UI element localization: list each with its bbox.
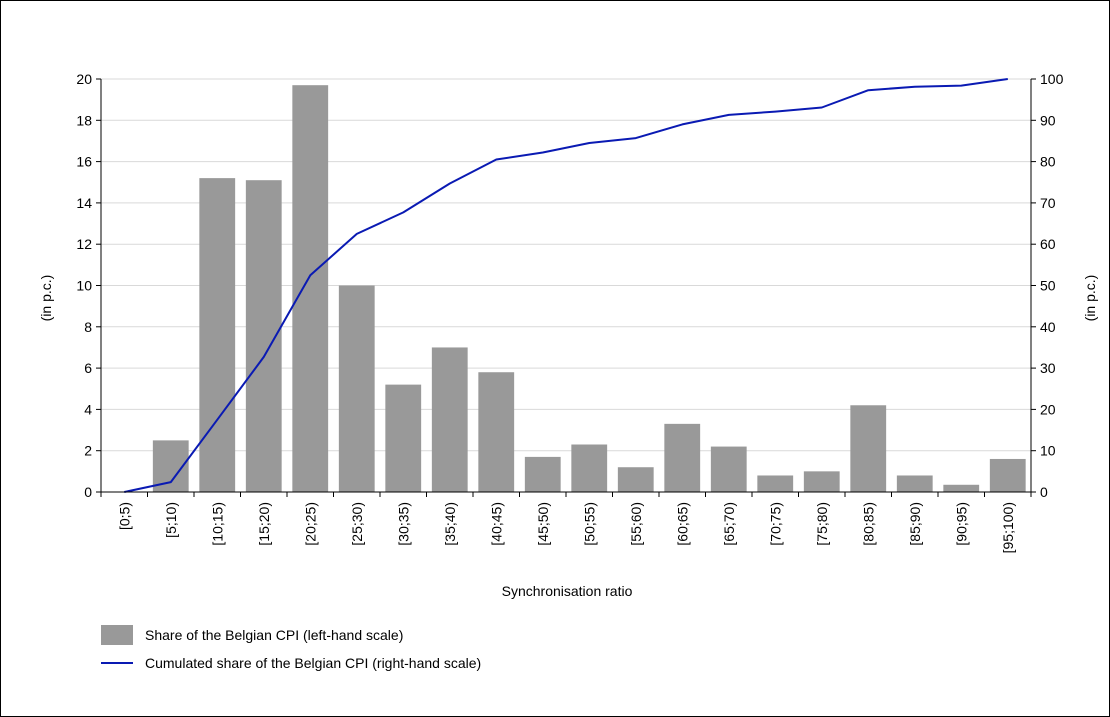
- cumulative-line: [124, 78, 1008, 493]
- left-tick-label: 10: [76, 278, 92, 294]
- right-tick-label: 70: [1040, 195, 1056, 211]
- bar: [617, 467, 654, 492]
- legend-item-bars: Share of the Belgian CPI (left-hand scal…: [101, 621, 481, 649]
- x-tick-label: [30;35): [395, 502, 411, 546]
- bar: [338, 285, 375, 492]
- x-tick-label: [45;50): [535, 502, 551, 546]
- legend-label-bars: Share of the Belgian CPI (left-hand scal…: [145, 627, 404, 643]
- x-tick-label: [20;25): [302, 502, 318, 546]
- x-tick-label: [90;95): [953, 502, 969, 546]
- bar: [757, 475, 794, 492]
- right-tick-label: 0: [1040, 484, 1048, 500]
- x-tick-label: [5;10): [163, 502, 179, 538]
- x-axis-label: Synchronisation ratio: [502, 583, 633, 599]
- left-tick-label: 20: [76, 71, 92, 87]
- right-axis-label: (in p.c.): [1082, 275, 1098, 322]
- bar: [896, 475, 933, 492]
- x-tick-label: [55;60): [628, 502, 644, 546]
- left-tick-label: 18: [76, 112, 92, 128]
- left-tick-label: 16: [76, 154, 92, 170]
- bar: [431, 347, 468, 492]
- right-tick-label: 100: [1040, 71, 1064, 87]
- right-tick-label: 50: [1040, 278, 1056, 294]
- right-tick-label: 10: [1040, 443, 1056, 459]
- x-tick-label: [50;55): [581, 502, 597, 546]
- x-axis-ticks: [0;5) [5;10) [10;15) [15;20) [20;25) [25;30) […: [100, 492, 1032, 553]
- bar: [943, 484, 980, 492]
- left-tick-label: 0: [84, 484, 92, 500]
- left-axis-label: (in p.c.): [38, 275, 54, 322]
- bar: [199, 178, 236, 492]
- x-tick-label: [0;5): [116, 502, 132, 530]
- right-tick-label: 90: [1040, 112, 1056, 128]
- left-tick-label: 8: [84, 319, 92, 335]
- x-tick-label: [70;75): [767, 502, 783, 546]
- left-tick-label: 2: [84, 443, 92, 459]
- bar: [850, 405, 887, 492]
- right-tick-label: 60: [1040, 236, 1056, 252]
- right-tick-label: 20: [1040, 401, 1056, 417]
- x-tick-label: [75;80): [814, 502, 830, 546]
- bar: [803, 471, 840, 492]
- x-tick-label: [95;100): [1000, 502, 1016, 553]
- x-tick-label: [25;30): [349, 502, 365, 546]
- gridlines: [101, 78, 1031, 452]
- legend-item-line: Cumulated share of the Belgian CPI (righ…: [101, 649, 481, 677]
- bar: [385, 384, 422, 492]
- x-tick-label: [65;70): [721, 502, 737, 546]
- x-tick-label: [60;65): [674, 502, 690, 546]
- legend-bar-swatch: [101, 625, 133, 645]
- legend-label-line: Cumulated share of the Belgian CPI (righ…: [145, 655, 482, 671]
- left-tick-label: 6: [84, 360, 92, 376]
- x-tick-label: [40;45): [488, 502, 504, 546]
- x-tick-label: [10;15): [209, 502, 225, 546]
- right-axis-ticks: 0 10 20 30 40 50 60 70 80 90 100: [1031, 71, 1064, 500]
- x-tick-label: [85;90): [907, 502, 923, 546]
- bar: [292, 85, 329, 492]
- bar-series: [152, 85, 1026, 492]
- x-tick-label: [35;40): [442, 502, 458, 546]
- right-tick-label: 30: [1040, 360, 1056, 376]
- left-tick-label: 12: [76, 236, 92, 252]
- bar: [571, 444, 608, 492]
- bar: [710, 446, 747, 492]
- bar: [524, 456, 561, 492]
- left-tick-label: 14: [76, 195, 92, 211]
- bar: [989, 458, 1026, 492]
- x-tick-label: [15;20): [256, 502, 272, 546]
- right-tick-label: 40: [1040, 319, 1056, 335]
- line-series: [124, 78, 1008, 493]
- legend-line-swatch: [101, 662, 133, 664]
- right-tick-label: 80: [1040, 154, 1056, 170]
- x-tick-label: [80;85): [860, 502, 876, 546]
- bar: [664, 423, 701, 492]
- legend: Share of the Belgian CPI (left-hand scal…: [101, 621, 481, 677]
- left-axis-ticks: 0 2 4 6 8 10 12 14 16 18 20: [76, 71, 101, 500]
- left-tick-label: 4: [84, 401, 92, 417]
- bar: [478, 372, 515, 492]
